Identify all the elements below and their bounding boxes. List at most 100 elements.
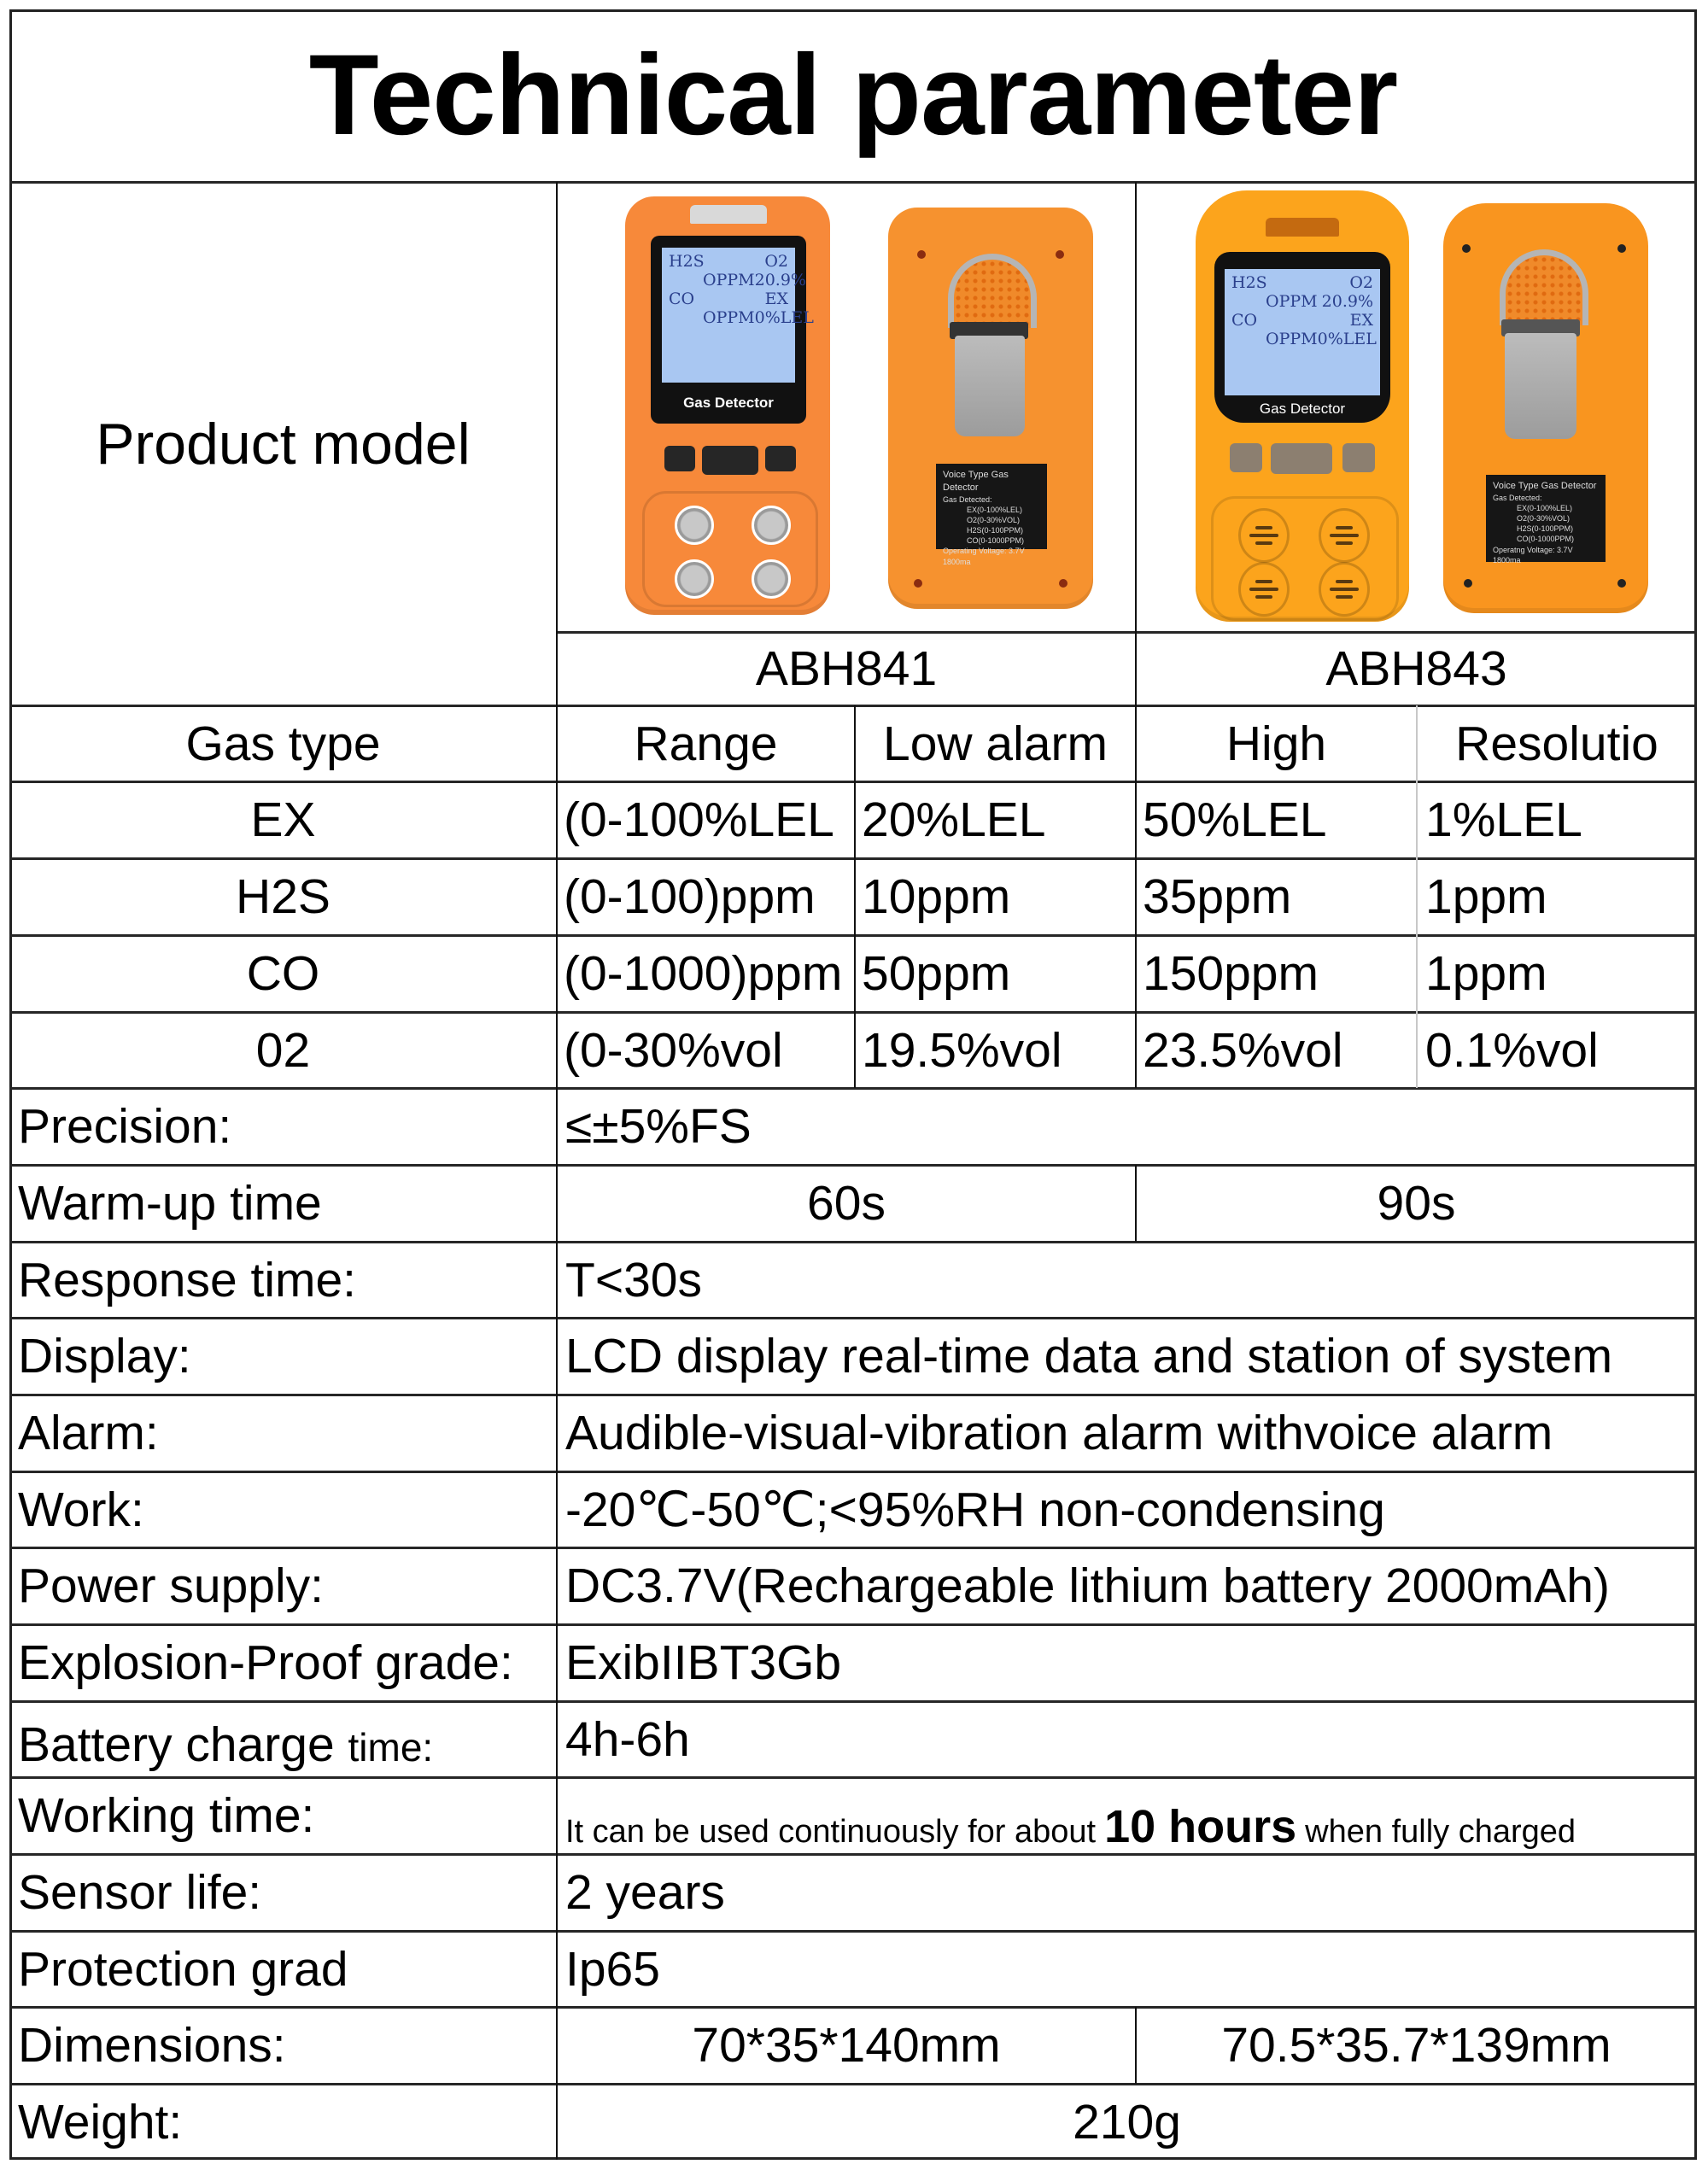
gas-cell: 19.5%vol: [862, 1022, 1062, 1078]
spec-value-explosion: ExibIIBT3Gb: [565, 1635, 842, 1690]
divider: [9, 1241, 1697, 1243]
spec-value-weight: 210g: [1073, 2094, 1181, 2150]
spec-value-sensor-life: 2 years: [565, 1865, 725, 1920]
device-label: Gas Detector: [1259, 401, 1346, 417]
page-title: Technical parameter: [308, 32, 1398, 159]
sensor-icon: [1319, 508, 1370, 563]
gas-cell: 1ppm: [1425, 946, 1547, 1001]
sensor-icon: [1319, 562, 1370, 617]
gas-cell: 0.1%vol: [1425, 1022, 1599, 1078]
device-label: Gas Detector: [683, 395, 774, 411]
product-image-abh843: H2S O2 OPPM 20.9% CO EX OPPM 0%LEL Gas Detec…: [1149, 186, 1687, 626]
column-divider: [556, 182, 558, 2160]
lcd-screen: H2S O2 OPPM 20.9% CO EX OPPM 0%LEL: [1225, 269, 1380, 395]
left-button: [1230, 443, 1262, 472]
spec-label-warmup: Warm-up time: [18, 1176, 322, 1231]
column-divider: [1135, 182, 1137, 707]
spec-plate: Voice Type Gas Detector Gas Detected: EX…: [1486, 475, 1606, 564]
model-name-abh841: ABH841: [755, 641, 938, 696]
divider: [9, 1776, 1697, 1779]
spec-label-precision: Precision:: [18, 1099, 232, 1154]
power-button: [1271, 443, 1332, 474]
spec-value-alarm: Audible-visual-vibration alarm withvoice…: [565, 1406, 1553, 1460]
gas-cell: (0-100)ppm: [564, 869, 816, 924]
gas-cell: 20%LEL: [862, 793, 1046, 847]
gas-cell: (0-30%vol: [564, 1022, 783, 1078]
spec-label-power: Power supply:: [18, 1559, 325, 1613]
spec-value-power: DC3.7V(Rechargeable lithium battery 2000…: [565, 1559, 1610, 1613]
right-button: [765, 446, 796, 471]
working-time-post: when fully charged: [1305, 1814, 1576, 1850]
gas-cell: 1ppm: [1425, 869, 1547, 924]
gas-cell: H2S: [236, 869, 330, 924]
spec-value-precision: ≤±5%FS: [565, 1099, 752, 1154]
gas-cell: EX: [250, 793, 316, 847]
spec-label-dimensions: Dimensions:: [18, 2018, 286, 2073]
spec-plate: Voice Type Gas Detector Gas Detected: EX…: [936, 464, 1047, 566]
sensor-icon: [1238, 508, 1290, 563]
column-divider: [1416, 705, 1418, 1088]
divider: [9, 934, 1697, 937]
spec-value-battery: 4h-6h: [565, 1711, 690, 1767]
right-button: [1342, 443, 1375, 472]
gas-cell: 10ppm: [862, 869, 1011, 924]
spec-label-work: Work:: [18, 1482, 144, 1537]
spec-label-response: Response time:: [18, 1252, 357, 1307]
sensor-icon: [675, 559, 714, 599]
divider: [9, 705, 1697, 707]
column-divider: [854, 705, 856, 1088]
gas-cell: 23.5%vol: [1143, 1022, 1343, 1078]
product-model-label: Product model: [96, 412, 471, 477]
gas-cell: 35ppm: [1143, 869, 1292, 924]
gas-cell: 50ppm: [862, 946, 1011, 1001]
divider: [9, 1011, 1697, 1014]
divider: [9, 1471, 1697, 1473]
spec-value-response: T<30s: [565, 1252, 703, 1307]
parameter-table: [9, 9, 1697, 2160]
sensor-icon: [675, 506, 714, 545]
product-image-abh841: H2S O2 OPPM 20.9% CO EX OPPM 0%LEL Gas Detec…: [598, 192, 1110, 623]
divider: [9, 2083, 1697, 2085]
gas-cell: 1%LEL: [1425, 793, 1582, 847]
divider: [9, 1700, 1697, 1703]
battery-label-small: time:: [348, 1725, 434, 1769]
spec-label-alarm: Alarm:: [18, 1406, 159, 1460]
spec-label-explosion: Explosion-Proof grade:: [18, 1635, 513, 1690]
spec-label-weight: Weight:: [18, 2094, 183, 2150]
gas-cell: (0-1000)ppm: [564, 946, 843, 1001]
sensor-icon: [1238, 562, 1290, 617]
spec-label-battery: Battery charge time:: [9, 1702, 557, 1777]
column-divider: [1135, 705, 1137, 1088]
spec-value-warmup-abh843: 90s: [1377, 1176, 1456, 1231]
spec-value-protection: Ip65: [565, 1941, 660, 1997]
left-button: [664, 446, 695, 471]
divider: [9, 857, 1697, 860]
model-name-abh843: ABH843: [1325, 641, 1507, 696]
divider: [9, 1547, 1697, 1549]
divider: [9, 1394, 1697, 1396]
spec-value-warmup-abh841: 60s: [807, 1176, 886, 1231]
divider: [9, 1087, 1697, 1090]
column-divider: [1135, 1165, 1137, 1242]
header-gas-type: Gas type: [185, 716, 381, 771]
lcd-screen: H2S O2 OPPM 20.9% CO EX OPPM 0%LEL: [662, 248, 814, 383]
spec-label-working-time: Working time:: [18, 1788, 315, 1843]
battery-label-main: Battery charge: [18, 1717, 348, 1772]
divider: [9, 181, 1697, 184]
gas-cell: 150ppm: [1143, 946, 1319, 1001]
sensor-icon: [752, 506, 791, 545]
divider: [9, 781, 1697, 783]
spec-label-sensor-life: Sensor life:: [18, 1865, 262, 1920]
gas-cell: (0-100%LEL: [564, 793, 834, 847]
divider: [557, 631, 1697, 634]
spec-value-dimensions-abh843: 70.5*35.7*139mm: [1221, 2018, 1611, 2073]
spec-value-display: LCD display real-time data and station o…: [565, 1329, 1613, 1383]
spec-value-working-time: It can be used continuously for about 10 …: [557, 1778, 1697, 1854]
header-low-alarm: Low alarm: [883, 716, 1108, 771]
header-range: Range: [634, 716, 778, 771]
gas-cell: 50%LEL: [1143, 793, 1327, 847]
gas-cell: CO: [246, 946, 320, 1001]
power-button: [702, 446, 758, 475]
sensor-icon: [752, 559, 791, 599]
spec-label-display: Display:: [18, 1329, 191, 1383]
